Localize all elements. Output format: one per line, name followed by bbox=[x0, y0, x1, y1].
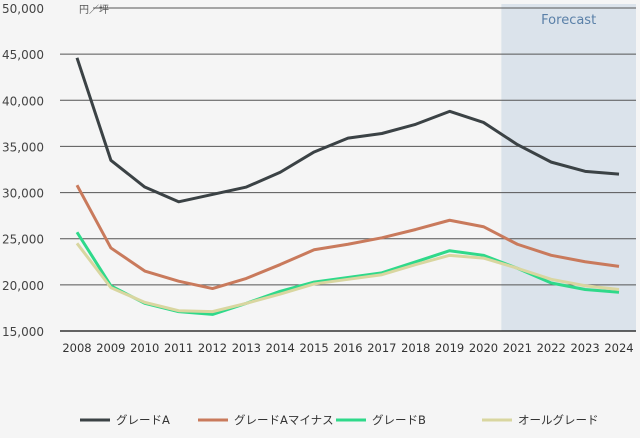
x-tick-label: 2008 bbox=[62, 341, 91, 355]
forecast-label: Forecast bbox=[541, 13, 596, 28]
legend-item: オールグレード bbox=[482, 413, 599, 427]
x-tick-label: 2010 bbox=[130, 341, 159, 355]
series-line bbox=[75, 57, 620, 204]
unit-label: 円／坪 bbox=[79, 3, 109, 16]
legend-item: グレードA bbox=[80, 413, 170, 427]
x-tick-label: 2013 bbox=[232, 341, 261, 355]
x-tick-label: 2024 bbox=[604, 341, 633, 355]
x-tick-label: 2011 bbox=[164, 341, 193, 355]
x-tick-label: 2014 bbox=[266, 341, 295, 355]
series-line bbox=[75, 242, 620, 314]
x-tick-label: 2018 bbox=[401, 341, 430, 355]
y-tick-label: 50,000 bbox=[2, 2, 44, 16]
x-tick-label: 2022 bbox=[537, 341, 566, 355]
x-tick-label: 2020 bbox=[469, 341, 498, 355]
y-tick-label: 35,000 bbox=[2, 140, 44, 154]
legend-item: グレードAマイナス bbox=[198, 413, 334, 427]
legend-label: オールグレード bbox=[518, 413, 599, 427]
x-tick-label: 2017 bbox=[367, 341, 396, 355]
y-tick-label: 25,000 bbox=[2, 233, 44, 247]
x-tick-label: 2019 bbox=[435, 341, 464, 355]
x-tick-label: 2015 bbox=[299, 341, 328, 355]
y-tick-label: 20,000 bbox=[2, 279, 44, 293]
legend-label: グレードB bbox=[372, 413, 426, 427]
x-tick-label: 2009 bbox=[96, 341, 125, 355]
x-tick-label: 2016 bbox=[333, 341, 362, 355]
legend-label: グレードA bbox=[116, 413, 170, 427]
y-tick-label: 45,000 bbox=[2, 48, 44, 62]
y-tick-label: 30,000 bbox=[2, 187, 44, 201]
series-line bbox=[75, 184, 620, 291]
x-tick-label: 2023 bbox=[570, 341, 599, 355]
y-tick-label: 15,000 bbox=[2, 325, 44, 339]
x-tick-label: 2012 bbox=[198, 341, 227, 355]
legend-item: グレードB bbox=[336, 413, 426, 427]
y-tick-label: 40,000 bbox=[2, 94, 44, 108]
legend-label: グレードAマイナス bbox=[234, 413, 334, 427]
x-tick-label: 2021 bbox=[503, 341, 532, 355]
